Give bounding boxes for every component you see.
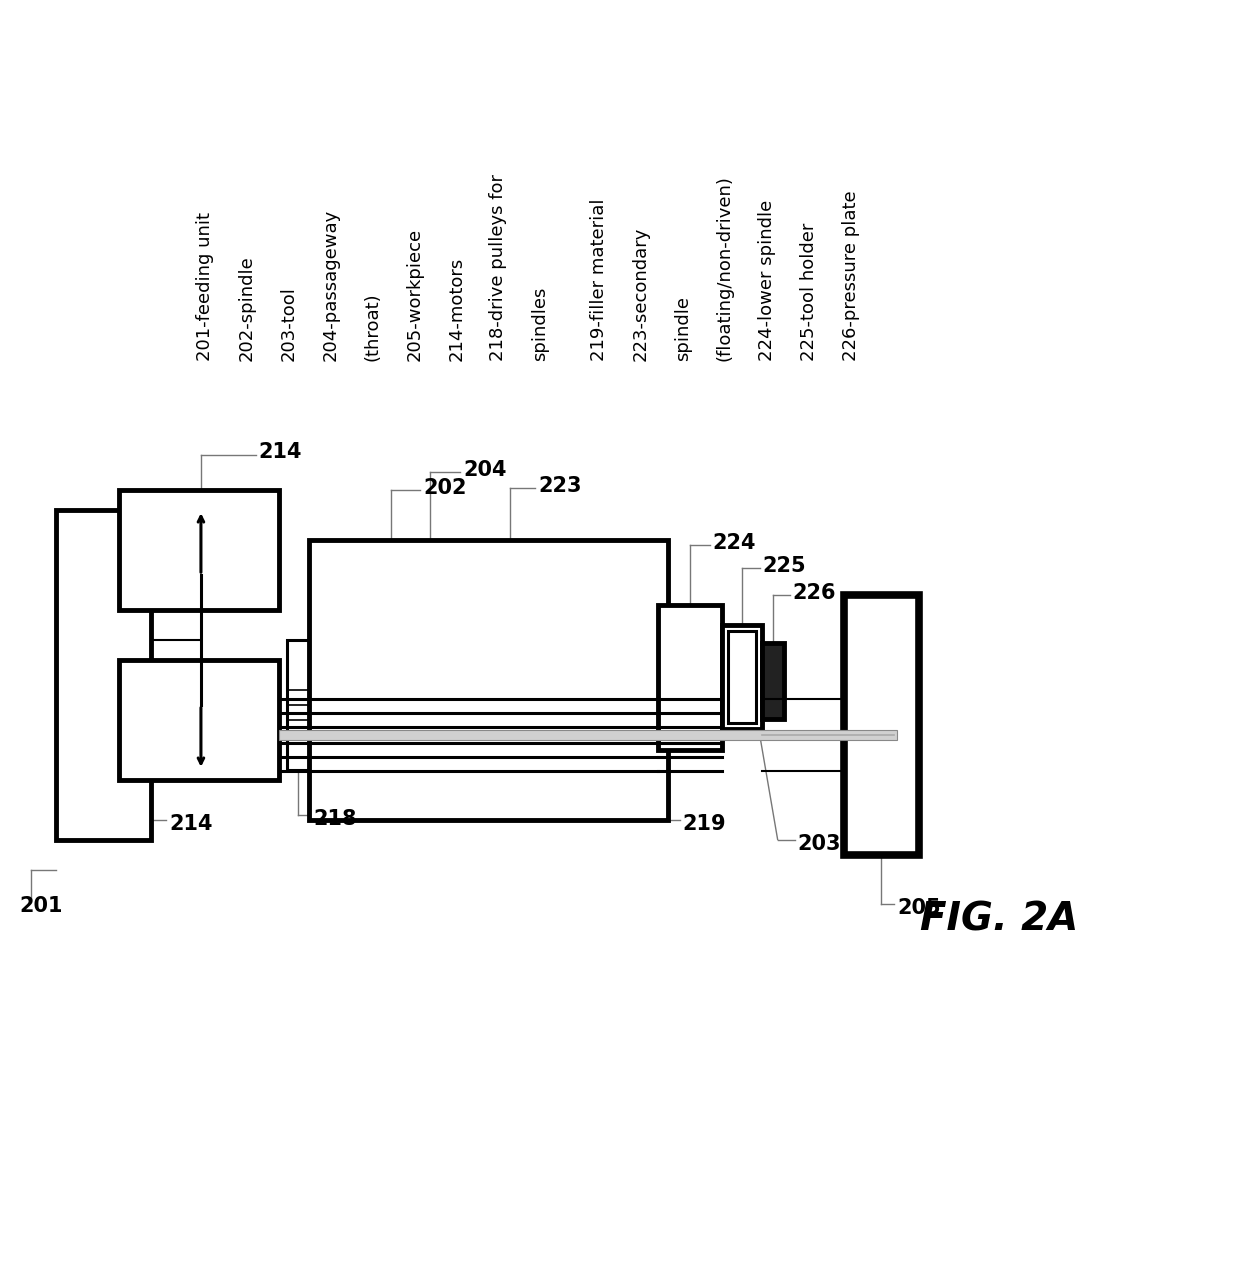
- Text: spindle: spindle: [673, 295, 692, 361]
- Text: (floating/non-driven): (floating/non-driven): [715, 175, 734, 361]
- Text: 202: 202: [423, 479, 467, 498]
- Text: 204: 204: [464, 461, 507, 480]
- Text: 223-secondary: 223-secondary: [632, 226, 650, 361]
- Bar: [56, 510, 151, 840]
- Bar: [658, 605, 722, 750]
- Text: 214-motors: 214-motors: [448, 257, 465, 361]
- Bar: [849, 600, 914, 850]
- Text: 223: 223: [538, 476, 582, 497]
- Text: 225: 225: [763, 556, 806, 577]
- Text: 226-pressure plate: 226-pressure plate: [842, 190, 859, 361]
- Bar: [761, 643, 784, 719]
- Text: 219-filler material: 219-filler material: [590, 198, 608, 361]
- Text: 201-feeding unit: 201-feeding unit: [196, 212, 215, 361]
- Text: 226: 226: [792, 583, 836, 603]
- Bar: [119, 490, 279, 610]
- Text: 203: 203: [797, 833, 841, 854]
- Text: 203-tool: 203-tool: [280, 286, 298, 361]
- Text: 205-workpiece: 205-workpiece: [405, 227, 424, 361]
- Bar: [844, 594, 919, 855]
- Text: 214: 214: [259, 443, 303, 462]
- Text: 225-tool holder: 225-tool holder: [800, 222, 817, 361]
- Bar: [728, 630, 755, 723]
- Text: 224: 224: [713, 533, 756, 553]
- Bar: [279, 729, 898, 740]
- Text: spindles: spindles: [531, 286, 549, 361]
- Text: 205: 205: [898, 899, 941, 918]
- Text: 201: 201: [20, 896, 63, 917]
- Text: 219: 219: [683, 814, 727, 833]
- Text: 214: 214: [169, 814, 212, 833]
- Text: (throat): (throat): [363, 291, 382, 361]
- Bar: [286, 639, 309, 769]
- Text: FIG. 2A: FIG. 2A: [920, 900, 1079, 939]
- Bar: [119, 660, 279, 779]
- Bar: [722, 625, 761, 729]
- Text: 202-spindle: 202-spindle: [238, 254, 255, 361]
- Text: 224-lower spindle: 224-lower spindle: [758, 199, 776, 361]
- Text: 204-passageway: 204-passageway: [321, 208, 340, 361]
- Text: 218-drive pulleys for: 218-drive pulleys for: [490, 173, 507, 361]
- Bar: [309, 541, 668, 819]
- Text: 218: 218: [314, 809, 357, 828]
